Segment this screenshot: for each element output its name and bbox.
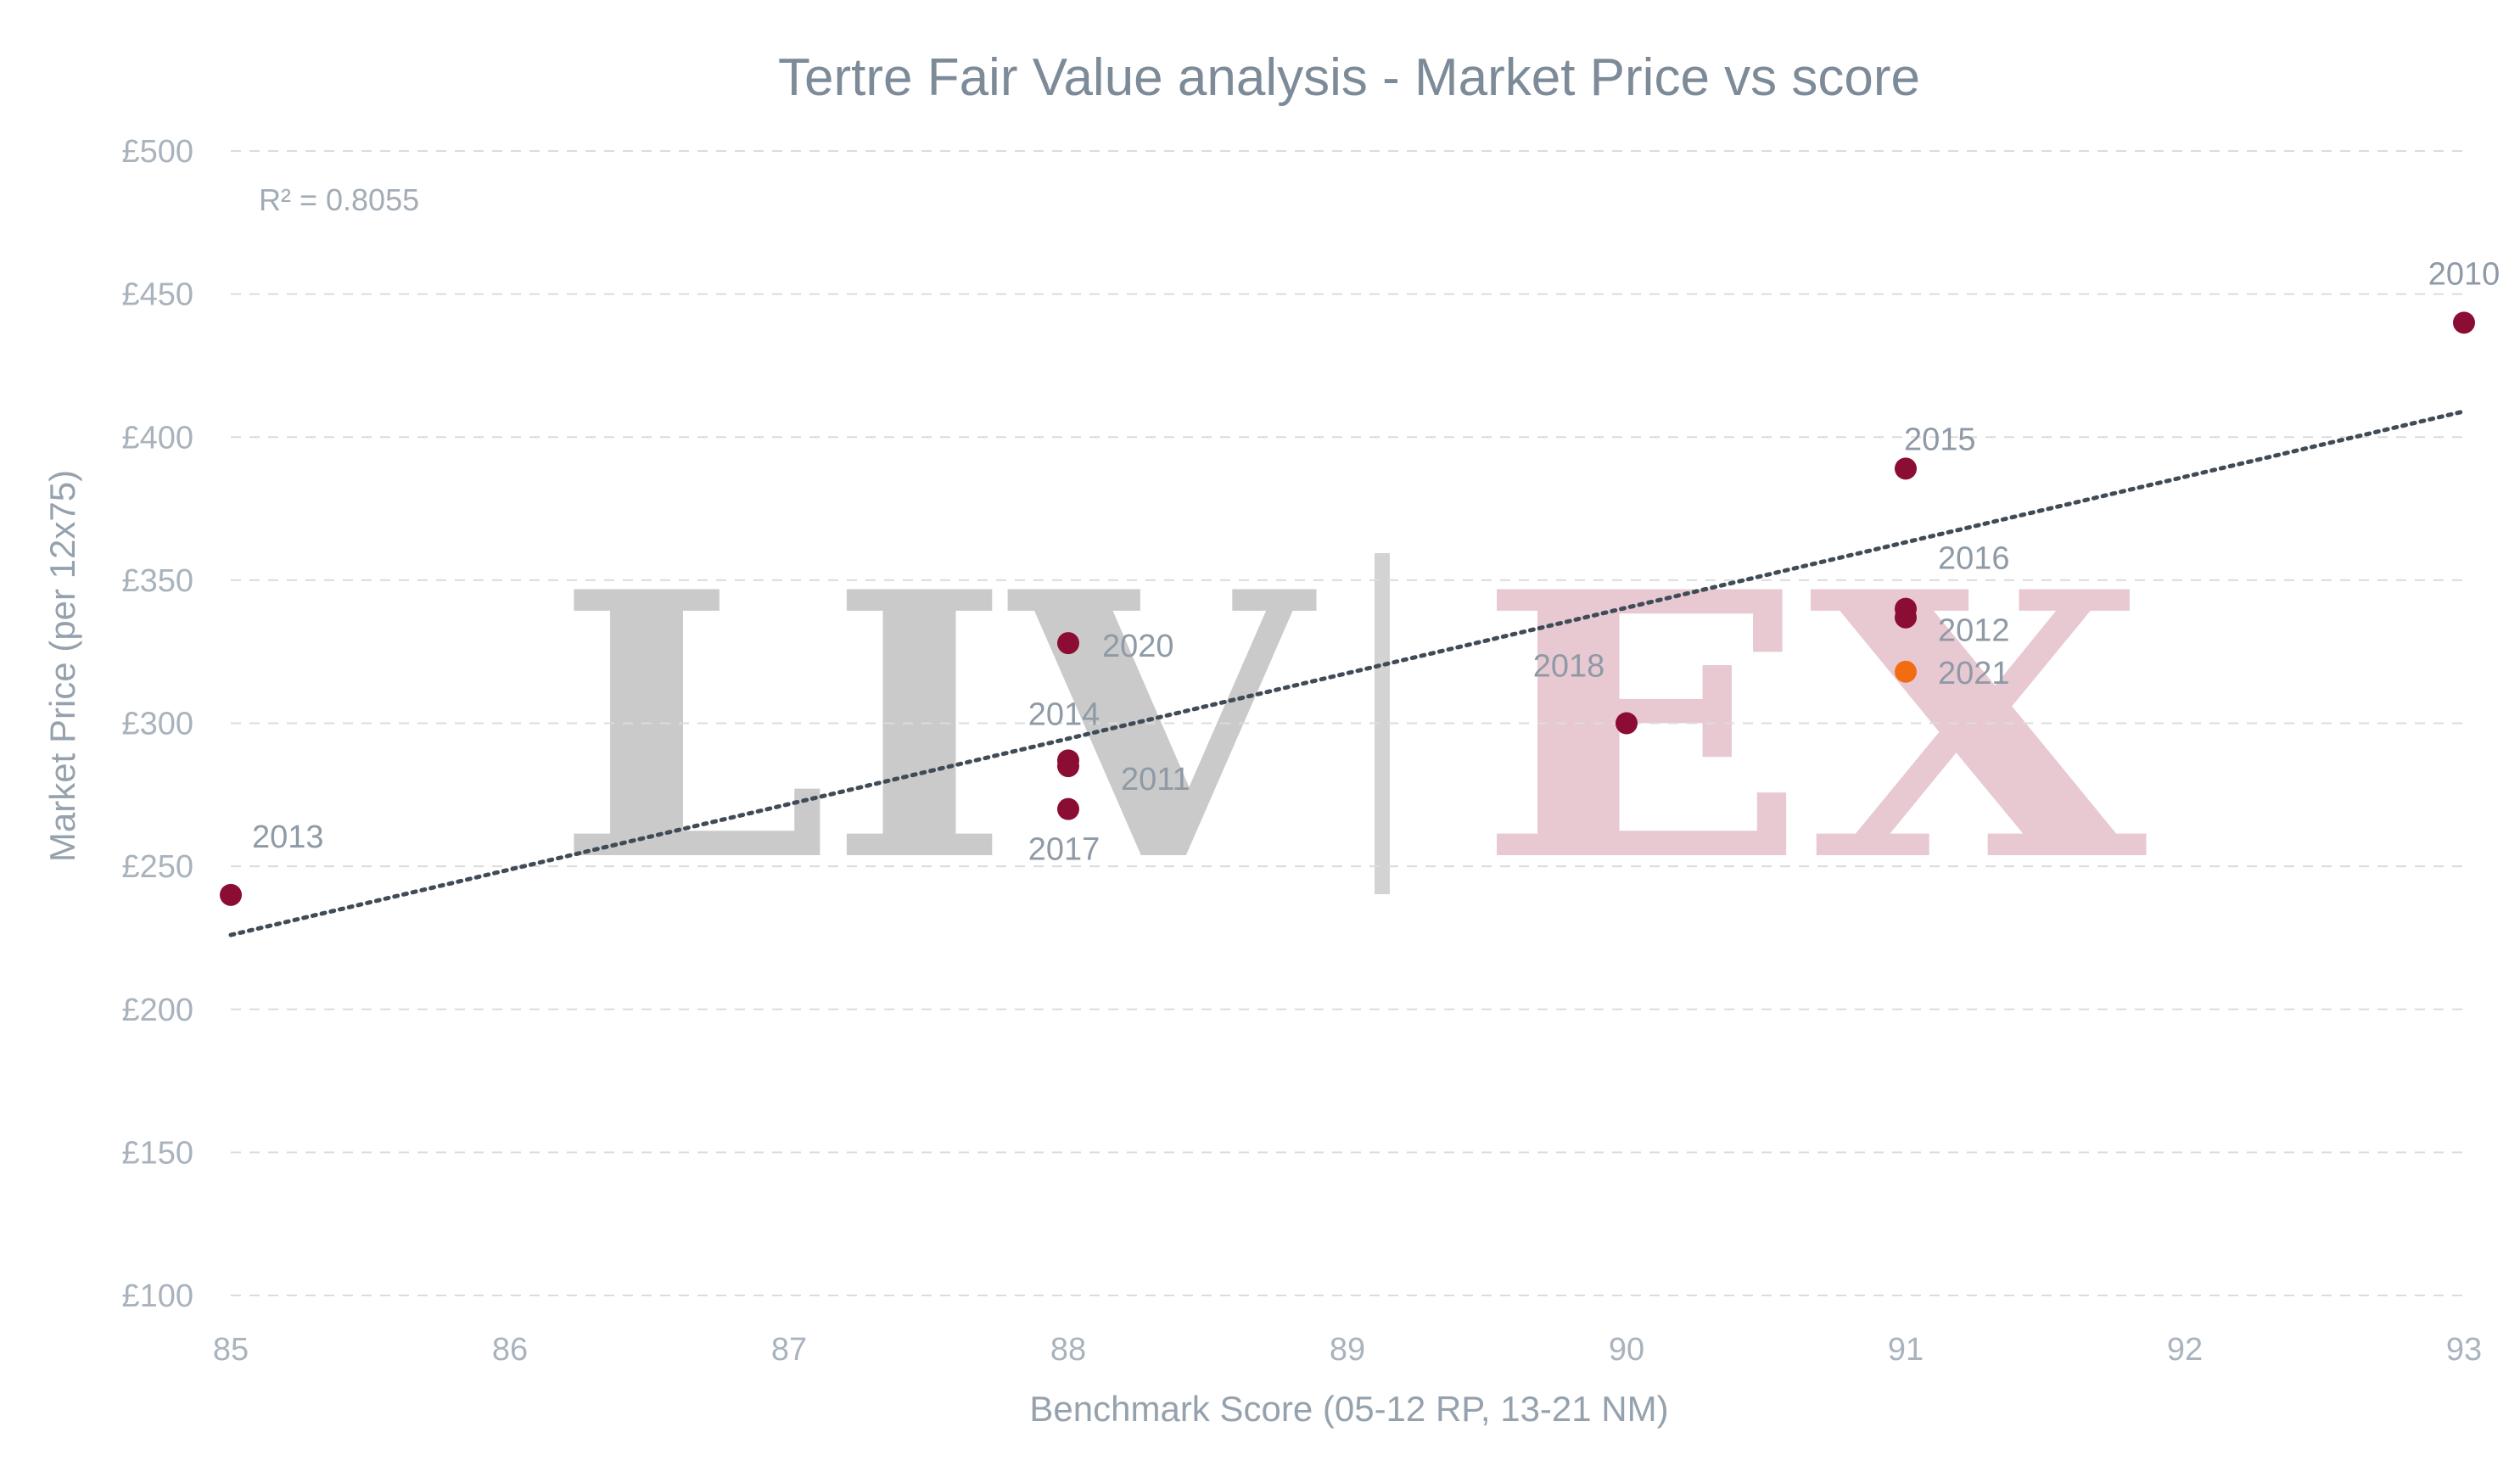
point-label-2015: 2015	[1904, 422, 1976, 457]
data-point-2018	[1616, 712, 1638, 735]
point-label-2010: 2010	[2428, 256, 2500, 292]
data-point-2021	[1895, 660, 1917, 683]
data-points	[220, 311, 2475, 906]
x-axis-ticks: 85 86 87 88 89 90 91 92 93	[213, 1332, 2482, 1368]
x-tick-label: 92	[2167, 1332, 2203, 1368]
y-axis-ticks: £100 £150 £200 £250 £300 £350 £400 £450 £500	[121, 134, 193, 1314]
y-tick-label: £100	[121, 1278, 193, 1314]
watermark-left: LIV	[556, 513, 1319, 942]
watermark-divider	[1375, 553, 1390, 894]
x-axis-title: Benchmark Score (05-12 RP, 13-21 NM)	[1029, 1389, 1668, 1429]
y-tick-label: £150	[121, 1135, 193, 1171]
point-label-2014: 2014	[1028, 697, 1100, 732]
y-tick-label: £450	[121, 277, 193, 313]
watermark-logo: LIV EX	[556, 513, 2149, 942]
data-point-2016	[1895, 597, 1917, 620]
chart-title: Tertre Fair Value analysis - Market Pric…	[778, 48, 1920, 107]
point-label-2020: 2020	[1102, 629, 1174, 664]
y-axis-title: Market Price (per 12x75)	[42, 470, 82, 862]
data-point-2014	[1057, 749, 1079, 772]
x-tick-label: 89	[1330, 1332, 1365, 1368]
r-squared-label: R² = 0.8055	[259, 182, 419, 217]
watermark-right: EX	[1476, 513, 2149, 942]
point-label-2011: 2011	[1121, 762, 1190, 797]
data-point-2020	[1057, 632, 1079, 655]
x-tick-label: 87	[771, 1332, 807, 1368]
point-labels: 2010 2011 2012 2013 2014 2015 2016 2017 2018 2020…	[252, 256, 2500, 867]
y-tick-label: £400	[121, 420, 193, 456]
y-tick-label: £250	[121, 849, 193, 885]
trendline	[228, 409, 2467, 937]
x-tick-label: 86	[492, 1332, 528, 1368]
data-point-2010	[2453, 311, 2475, 334]
point-label-2018: 2018	[1533, 649, 1605, 685]
x-tick-label: 93	[2446, 1332, 2482, 1368]
point-label-2017: 2017	[1028, 832, 1100, 868]
point-label-2012: 2012	[1938, 613, 2010, 649]
x-tick-label: 90	[1609, 1332, 1644, 1368]
point-label-2016: 2016	[1938, 541, 2010, 577]
x-tick-label: 91	[1888, 1332, 1924, 1368]
x-tick-label: 88	[1050, 1332, 1086, 1368]
data-point-2017	[1057, 797, 1079, 820]
data-point-2013	[220, 883, 242, 906]
point-label-2013: 2013	[252, 820, 324, 855]
point-label-2021: 2021	[1938, 656, 2010, 691]
data-point-2015	[1895, 457, 1917, 480]
y-tick-label: £500	[121, 134, 193, 170]
y-tick-label: £350	[121, 563, 193, 599]
y-tick-label: £300	[121, 707, 193, 742]
y-tick-label: £200	[121, 993, 193, 1028]
x-tick-label: 85	[213, 1332, 249, 1368]
